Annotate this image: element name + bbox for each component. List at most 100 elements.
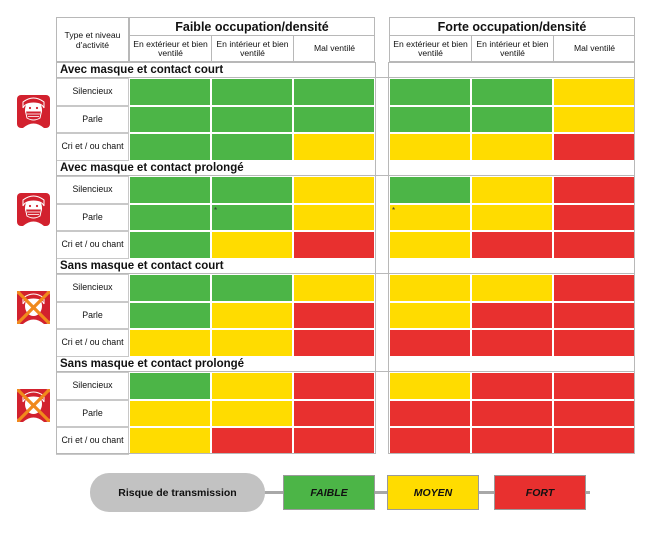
risk-cell	[293, 274, 375, 302]
group-gap	[375, 62, 389, 454]
risk-cell	[129, 372, 211, 400]
face-mask-icon	[17, 193, 50, 226]
group-header-2: Forte occupation/densité En extérieur et …	[389, 17, 635, 62]
legend-item: FORT	[494, 475, 586, 510]
risk-cell	[211, 231, 293, 259]
risk-cell	[129, 427, 211, 455]
row-label: Parle	[56, 203, 129, 231]
risk-cell	[129, 105, 211, 133]
risk-cell	[471, 105, 553, 133]
section-title: Avec masque et contact court	[60, 64, 224, 76]
section-divider-gap	[375, 273, 389, 274]
risk-cell	[211, 399, 293, 427]
risk-cell	[471, 372, 553, 400]
row-label: Cri et / ou chant	[56, 231, 129, 259]
risk-cell	[553, 231, 635, 259]
corner-label: Type et niveau d'activité	[64, 29, 121, 50]
risk-cell	[553, 329, 635, 357]
row-label: Parle	[56, 105, 129, 133]
risk-cell	[471, 231, 553, 259]
row-label: Silencieux	[56, 78, 129, 106]
risk-cell	[553, 301, 635, 329]
risk-cell	[293, 372, 375, 400]
risk-cell	[471, 78, 553, 106]
risk-cell	[553, 105, 635, 133]
risk-cell	[293, 231, 375, 259]
column-label: En extérieur et bien ventilé	[129, 35, 212, 62]
risk-cell	[211, 427, 293, 455]
no-mask-icon	[12, 384, 55, 427]
risk-cell	[389, 301, 471, 329]
section-divider	[56, 273, 635, 274]
risk-cell	[129, 231, 211, 259]
risk-cell	[471, 399, 553, 427]
risk-cell	[293, 105, 375, 133]
risk-cell	[293, 133, 375, 161]
section-divider-gap	[375, 77, 389, 78]
risk-cell	[211, 372, 293, 400]
risk-cell	[553, 427, 635, 455]
risk-cell	[293, 329, 375, 357]
risk-cell	[129, 133, 211, 161]
column-label: En extérieur et bien ventilé	[389, 35, 472, 62]
risk-cell	[293, 78, 375, 106]
column-label: Mal ventilé	[553, 35, 635, 62]
asterisk-note: *	[214, 205, 218, 215]
asterisk-note: *	[392, 205, 396, 215]
risk-cell	[553, 274, 635, 302]
risk-cell	[293, 399, 375, 427]
legend-title: Risque de transmission	[90, 473, 265, 512]
risk-cell	[553, 203, 635, 231]
risk-cell	[471, 301, 553, 329]
section-divider-gap	[375, 175, 389, 176]
header-corner-box: Type et niveau d'activité	[56, 17, 129, 62]
risk-cell	[389, 78, 471, 106]
risk-cell	[389, 203, 471, 231]
risk-cell	[389, 372, 471, 400]
section-divider	[56, 371, 635, 372]
column-label: En intérieur et bien ventilé	[211, 35, 293, 62]
risk-cell	[471, 203, 553, 231]
risk-cell	[211, 203, 293, 231]
risk-cell	[293, 301, 375, 329]
risk-cell	[553, 78, 635, 106]
group-header-1: Faible occupation/densité En extérieur et…	[129, 17, 375, 62]
risk-cell	[389, 105, 471, 133]
risk-cell	[553, 176, 635, 204]
risk-cell	[129, 399, 211, 427]
section-title: Avec masque et contact prolongé	[60, 162, 244, 174]
risk-cell	[293, 427, 375, 455]
risk-cell	[129, 203, 211, 231]
no-mask-icon	[12, 286, 55, 329]
risk-cell	[129, 78, 211, 106]
risk-cell	[389, 176, 471, 204]
row-label: Silencieux	[56, 372, 129, 400]
risk-cell	[471, 176, 553, 204]
risk-cell	[389, 427, 471, 455]
row-label: Silencieux	[56, 176, 129, 204]
row-label: Cri et / ou chant	[56, 329, 129, 357]
section-divider-gap	[375, 371, 389, 372]
risk-cell	[211, 105, 293, 133]
group-title: Forte occupation/densité	[437, 20, 587, 34]
row-label: Silencieux	[56, 274, 129, 302]
risk-cell	[553, 372, 635, 400]
section-divider	[56, 77, 635, 78]
risk-cell	[211, 78, 293, 106]
risk-cell	[211, 329, 293, 357]
legend-item: FAIBLE	[283, 475, 375, 510]
risk-cell	[389, 274, 471, 302]
risk-cell	[211, 176, 293, 204]
column-label: Mal ventilé	[293, 35, 375, 62]
row-label: Parle	[56, 399, 129, 427]
row-label: Parle	[56, 301, 129, 329]
risk-cell	[553, 133, 635, 161]
section-divider	[56, 175, 635, 176]
section-title: Sans masque et contact court	[60, 260, 224, 272]
risk-cell	[471, 329, 553, 357]
risk-cell	[129, 274, 211, 302]
risk-cell	[211, 133, 293, 161]
risk-cell	[293, 203, 375, 231]
risk-cell	[293, 176, 375, 204]
risk-cell	[211, 274, 293, 302]
